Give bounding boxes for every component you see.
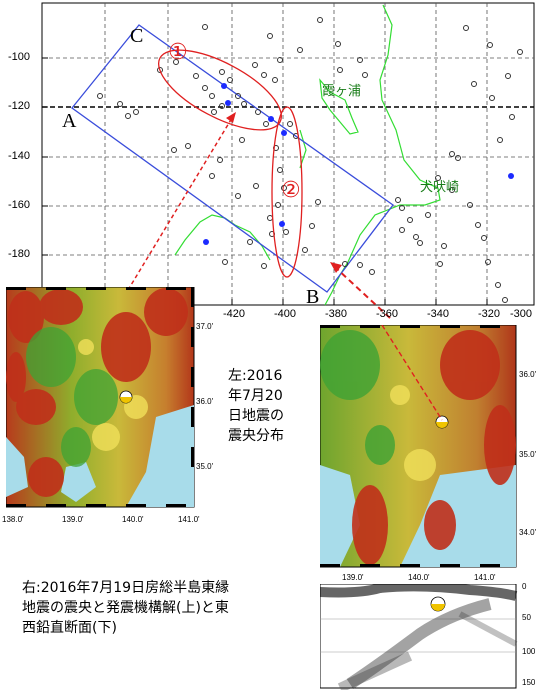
right-lon-139: 139.0': [342, 573, 364, 582]
blue-events: [203, 83, 514, 245]
right-lon-140: 140.0': [408, 573, 430, 582]
main-map: -100 -120 -140 -160 -180 -420 -400 -380 …: [0, 0, 540, 330]
main-map-grid: [42, 3, 534, 305]
main-map-frame: [41, 2, 535, 306]
point-label-a: A: [62, 110, 77, 132]
y-tick-140: -140: [8, 150, 31, 162]
x-tick-420: -420: [223, 308, 246, 320]
left-lat-36: 36.0': [196, 397, 214, 406]
depth-50: 50: [522, 613, 531, 622]
point-label-b: B: [306, 286, 320, 308]
cross-section-events: [319, 581, 518, 693]
left-caption-line-4: 震央分布: [228, 428, 284, 444]
y-tick-100: -100: [8, 51, 31, 63]
region2-label: ②: [281, 178, 301, 203]
sea-area: [126, 405, 194, 507]
left-caption-line-2: 年7月20: [228, 388, 283, 404]
left-lon-139: 139.0': [62, 515, 84, 524]
cross-section-svg: [319, 581, 518, 693]
y-tick-180: -180: [8, 248, 31, 260]
left-caption-line-3: 日地震の: [228, 408, 284, 424]
x-tick-300: -300: [510, 308, 533, 320]
left-epicenter-map: 37.0' 36.0' 35.0': [5, 286, 216, 515]
region2-ellipse: [271, 106, 303, 278]
left-lon-140: 140.0': [122, 515, 144, 524]
main-map-svg: [41, 2, 535, 319]
x-tick-360: -360: [376, 308, 399, 320]
region1-ellipse: [157, 49, 283, 131]
x-tick-400: -400: [274, 308, 297, 320]
point-label-c: C: [130, 25, 144, 47]
x-tick-380: -380: [325, 308, 348, 320]
left-map-svg: [5, 286, 195, 508]
depth-100: 100: [522, 647, 536, 656]
right-lat-35: 35.0': [519, 450, 537, 459]
left-lat-35: 35.0': [196, 462, 214, 471]
event-circles: [97, 17, 523, 303]
arrow-to-left-map: [127, 117, 233, 291]
right-epicenter-map: [319, 324, 520, 570]
cross-section-rectangle: [71, 24, 394, 293]
depth-150: 150: [522, 678, 536, 687]
right-lat-36: 36.0': [519, 370, 537, 379]
left-map-caption: 左:2016 年7月20 日地震の 震央分布: [228, 366, 284, 446]
left-caption-line-1: 左:2016: [228, 368, 283, 384]
right-map-svg: [319, 324, 517, 568]
inubosaki-label: 犬吠崎: [420, 180, 460, 195]
right-caption-line-2: 地震の震央と発震機構解(上)と東: [22, 600, 229, 616]
left-lon-141: 141.0': [178, 515, 200, 524]
y-tick-160: -160: [8, 199, 31, 211]
arrow-head-1: [226, 112, 236, 123]
y-tick-120: -120: [8, 100, 31, 112]
focal-mechanism-right: [435, 415, 449, 429]
right-caption-line-1: 右:2016年7月19日房総半島東縁: [22, 580, 230, 596]
arrow-to-right-map: [335, 267, 391, 319]
x-tick-320: -320: [478, 308, 501, 320]
arrow-head-2: [330, 262, 342, 273]
depth-0: 0: [522, 582, 527, 591]
focal-mechanism-left: [119, 390, 133, 404]
left-lat-37: 37.0': [196, 322, 214, 331]
right-map-caption: 右:2016年7月19日房総半島東縁 地震の震央と発震機構解(上)と東 西鉛直断…: [22, 578, 229, 638]
right-caption-line-3: 西鉛直断面(下): [22, 620, 117, 636]
right-lon-141: 141.0': [474, 573, 496, 582]
cross-section: [319, 581, 520, 693]
kasumigaura-label: 霞ヶ浦: [322, 84, 362, 99]
x-tick-340: -340: [427, 308, 450, 320]
sea-area-right: [320, 465, 360, 567]
coastline: [174, 4, 441, 306]
region1-label: ①: [168, 40, 188, 65]
right-lat-34: 34.0': [519, 528, 537, 537]
left-lon-138: 138.0': [2, 515, 24, 524]
focal-mechanism-section: [430, 596, 446, 612]
